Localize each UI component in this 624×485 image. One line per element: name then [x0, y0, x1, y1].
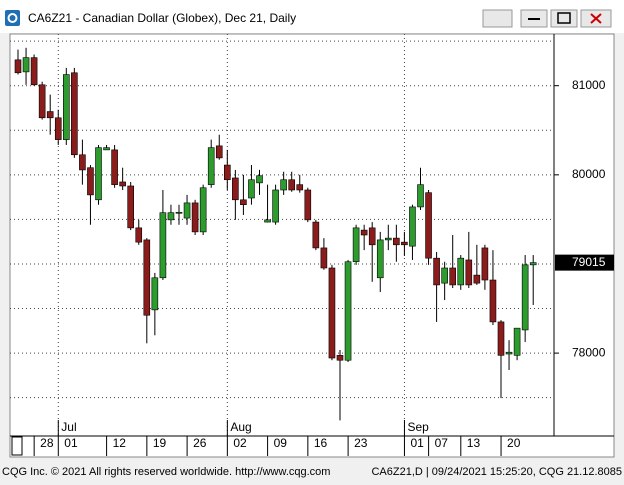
candle-body: [103, 147, 110, 151]
candle-body: [505, 351, 513, 355]
candle-body: [280, 179, 287, 191]
month-label: Jul: [61, 420, 76, 434]
candle-body: [417, 184, 424, 208]
candle-body: [207, 147, 215, 185]
candle-body: [352, 227, 360, 263]
window-title: CA6Z21 - Canadian Dollar (Globex), Dec 2…: [28, 11, 296, 25]
candle-body: [336, 355, 344, 361]
candle-body: [441, 267, 448, 284]
candle-body: [489, 279, 497, 323]
x-tick-label: 28: [40, 436, 54, 450]
candle-body: [151, 277, 159, 311]
maximize-icon: [557, 12, 571, 24]
last-price-box: [555, 254, 614, 271]
month-label: Sep: [407, 420, 429, 434]
candle-body: [159, 212, 167, 279]
month-label: Aug: [230, 420, 251, 434]
candle-body: [529, 262, 537, 266]
app-icon: [5, 10, 20, 26]
footer-left: CQG Inc. © 2021 All rights reserved worl…: [2, 466, 330, 478]
candle-body: [95, 147, 102, 201]
candle-body: [264, 219, 271, 223]
candle-body: [433, 257, 440, 286]
candle-body: [191, 202, 199, 233]
x-tick-label: 07: [435, 436, 449, 450]
app-icon-glyph: [7, 13, 18, 23]
candle-body: [248, 179, 255, 199]
close-icon: [590, 13, 602, 24]
candle-body: [457, 257, 465, 286]
candle-body: [304, 189, 312, 221]
candle-body: [111, 149, 118, 185]
candle-body: [473, 274, 481, 284]
x-tick-label: 01: [64, 436, 78, 450]
candle-body: [143, 239, 151, 316]
candle-body: [449, 267, 457, 286]
title-bar: [0, 0, 624, 33]
candle-body: [14, 59, 22, 74]
chart-frame: [9, 33, 615, 458]
candle-body: [215, 145, 223, 159]
candle-body: [30, 57, 38, 86]
candle-body: [38, 84, 46, 119]
candle-body: [87, 167, 94, 196]
candle-body: [312, 221, 320, 249]
candle-body: [71, 72, 78, 156]
plot: 78000 80000 81000 28 01 Jul 12 19 26 02 Aug 09 16 23 0…: [10, 34, 614, 456]
candle-body: [320, 247, 328, 269]
candle-body: [384, 237, 392, 241]
y-tick-label: 81000: [572, 78, 606, 92]
x-tick-label: 19: [153, 436, 167, 450]
candle-body: [167, 212, 175, 221]
x-tick-label: 01: [410, 436, 424, 450]
candle-body: [344, 261, 352, 361]
candle-body: [401, 241, 408, 246]
candle-body: [175, 211, 183, 214]
candle-body: [376, 239, 384, 279]
candle-body: [46, 111, 54, 119]
candle-body: [256, 175, 263, 184]
x-tick-label: 20: [507, 436, 521, 450]
candle-body: [119, 181, 126, 187]
candle-body: [224, 164, 231, 181]
footer-right: CA6Z21,D | 09/24/2021 15:25:20, CQG 21.1…: [371, 466, 622, 478]
candle-body: [232, 177, 239, 201]
candle-body: [465, 259, 473, 286]
candle-body: [368, 227, 376, 246]
candle-body: [127, 185, 134, 229]
x-tick-label: 26: [193, 436, 207, 450]
x-tick-label: 02: [233, 436, 247, 450]
candle-body: [513, 327, 521, 356]
candle-body: [22, 57, 30, 73]
candle-body: [62, 74, 70, 140]
candle-body: [54, 117, 62, 140]
candle-body: [393, 237, 400, 246]
y-tick-label: 78000: [572, 345, 606, 359]
candle-body: [521, 264, 529, 331]
x-tick-label: 23: [354, 436, 368, 450]
candle-body: [199, 187, 207, 233]
candle-body: [183, 202, 191, 219]
candle-body: [296, 184, 304, 191]
y-tick-label: 80000: [572, 167, 606, 181]
candle-body: [328, 267, 336, 359]
x-tick-label: 09: [274, 436, 288, 450]
x-tick-label: 16: [314, 436, 328, 450]
candle-body: [425, 192, 432, 259]
corner-box: [11, 436, 23, 456]
candle-body: [360, 229, 368, 236]
candle-body: [497, 321, 505, 356]
candle-body: [135, 227, 143, 243]
link-button[interactable]: [482, 9, 513, 28]
candle-body: [409, 206, 416, 247]
last-price-label: 79015: [572, 255, 606, 269]
x-tick-label: 13: [467, 436, 481, 450]
candle-body: [288, 179, 296, 191]
candle-body: [481, 247, 489, 281]
x-tick-label: 12: [113, 436, 127, 450]
candle-body: [240, 199, 247, 205]
candle-body: [272, 189, 279, 223]
candle-body: [79, 154, 86, 171]
